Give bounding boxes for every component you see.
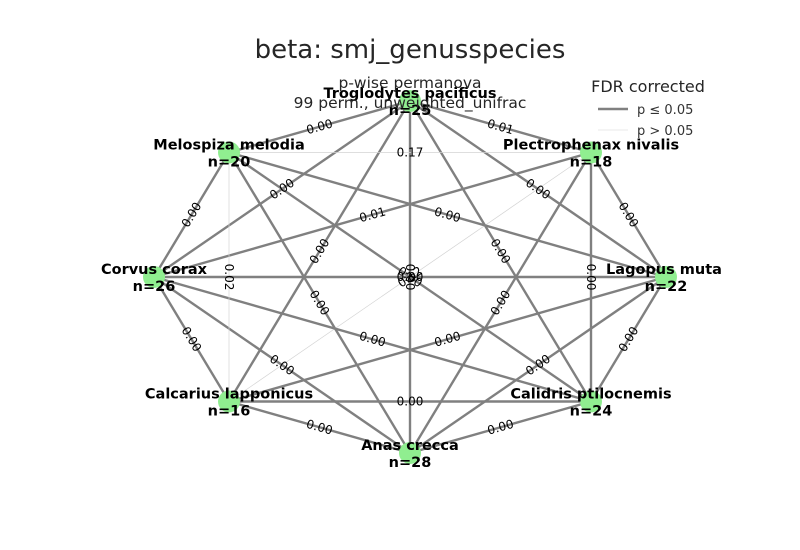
edge-lagopus-calidris xyxy=(589,276,668,403)
edge-label-calcarius-melospiza: 0.02 xyxy=(222,264,236,291)
node-count-lagopus: n=22 xyxy=(645,279,688,295)
edge-troglodytes-melospiza xyxy=(228,99,411,154)
node-count-anas: n=28 xyxy=(389,455,432,471)
node-count-plectrophenax: n=18 xyxy=(570,155,613,171)
edge-label-lagopus-calidris: 0.00 xyxy=(616,324,642,354)
node-melospiza xyxy=(218,141,240,164)
edge-label-troglodytes-anas: 0.00 xyxy=(403,264,417,291)
edge-calidris-melospiza xyxy=(228,151,592,403)
legend-title: FDR corrected xyxy=(591,77,705,96)
node-lagopus xyxy=(655,266,677,288)
node-count-troglodytes: n=25 xyxy=(389,103,432,119)
edge-troglodytes-calcarius xyxy=(227,100,412,403)
node-name-plectrophenax: Plectrophenax nivalis xyxy=(503,138,679,154)
edge-label-plectrophenax-lagopus: 0.00 xyxy=(616,200,642,230)
edge-label-lagopus-anas: 0.00 xyxy=(523,352,553,379)
edge-label-plectrophenax-calidris: 0.00 xyxy=(584,264,598,291)
edge-calcarius-corvus xyxy=(152,276,231,403)
edge-label-anas-corvus: 0.00 xyxy=(267,352,297,379)
edge-anas-melospiza xyxy=(227,151,412,454)
node-corvus xyxy=(143,266,165,288)
node-name-corvus: Corvus corax xyxy=(101,262,208,278)
edge-troglodytes-plectrophenax xyxy=(409,99,592,154)
edge-label-lagopus-calcarius: 0.00 xyxy=(433,329,463,350)
edge-anas-calcarius xyxy=(228,400,411,455)
subtitle-line-2: 99 perm., unweighted_unifrac xyxy=(294,94,527,113)
edge-label-lagopus-corvus: 0.00 xyxy=(397,270,424,284)
edges-layer xyxy=(152,99,668,455)
edge-label-calidris-calcarius: 0.00 xyxy=(397,395,424,409)
legend-label-significant: p ≤ 0.05 xyxy=(637,103,693,118)
edge-label-calcarius-corvus: 0.00 xyxy=(179,324,205,354)
node-plectrophenax xyxy=(580,141,602,164)
edge-label-calidris-corvus: 0.00 xyxy=(358,329,388,350)
edge-label-troglodytes-calcarius: 0.00 xyxy=(307,236,333,266)
node-name-troglodytes: Troglodytes pacificus xyxy=(323,86,496,102)
node-anas xyxy=(399,442,421,464)
edge-plectrophenax-corvus xyxy=(153,151,592,279)
node-count-calcarius: n=16 xyxy=(208,404,251,420)
diagram-title: beta: smj_genusspecies xyxy=(255,35,566,65)
edge-label-anas-calcarius: 0.00 xyxy=(305,417,335,438)
edge-label-anas-melospiza: 0.00 xyxy=(307,288,333,318)
node-name-calidris: Calidris ptilocnemis xyxy=(510,387,671,403)
edge-label-troglodytes-corvus: 0.00 xyxy=(267,176,297,203)
edge-label-corvus-melospiza: 0.00 xyxy=(179,200,205,230)
edge-label-troglodytes-lagopus: 0.00 xyxy=(523,176,553,203)
nodes-layer xyxy=(143,90,677,464)
node-count-calidris: n=24 xyxy=(570,404,613,420)
edge-label-plectrophenax-anas: 0.00 xyxy=(488,288,514,318)
edge-calidris-corvus xyxy=(153,275,592,403)
edge-label-plectrophenax-melospiza: 0.17 xyxy=(397,146,424,160)
node-count-melospiza: n=20 xyxy=(208,155,251,171)
edge-label-plectrophenax-corvus: 0.01 xyxy=(358,204,388,225)
edge-label-calidris-anas: 0.00 xyxy=(486,417,516,438)
node-name-melospiza: Melospiza melodia xyxy=(153,138,304,154)
node-name-lagopus: Lagopus muta xyxy=(606,262,722,278)
edge-troglodytes-calidris xyxy=(408,100,593,403)
edge-corvus-melospiza xyxy=(152,151,231,278)
node-calidris xyxy=(580,390,602,413)
edge-plectrophenax-anas xyxy=(408,151,593,454)
node-count-corvus: n=26 xyxy=(133,279,176,295)
node-calcarius xyxy=(218,390,240,413)
edge-anas-corvus xyxy=(153,276,411,454)
node-name-anas: Anas crecca xyxy=(361,438,459,454)
node-troglodytes xyxy=(399,90,421,112)
subtitle-line-1: p-wise permanova xyxy=(338,74,481,92)
edge-plectrophenax-lagopus xyxy=(589,151,668,278)
edge-lagopus-calcarius xyxy=(228,275,667,403)
edge-label-troglodytes-calidris: 0.00 xyxy=(488,236,514,266)
node-name-calcarius: Calcarius lapponicus xyxy=(145,387,313,403)
edge-calidris-anas xyxy=(409,400,592,455)
edge-label-troglodytes-melospiza: 0.00 xyxy=(305,116,335,137)
legend: FDR corrected p ≤ 0.05 p > 0.05 xyxy=(591,77,705,139)
edge-label-troglodytes-plectrophenax: 0.01 xyxy=(486,116,516,137)
edge-label-lagopus-melospiza: 0.00 xyxy=(433,204,463,225)
legend-label-nonsignificant: p > 0.05 xyxy=(637,124,693,139)
edge-lagopus-melospiza xyxy=(228,151,667,279)
